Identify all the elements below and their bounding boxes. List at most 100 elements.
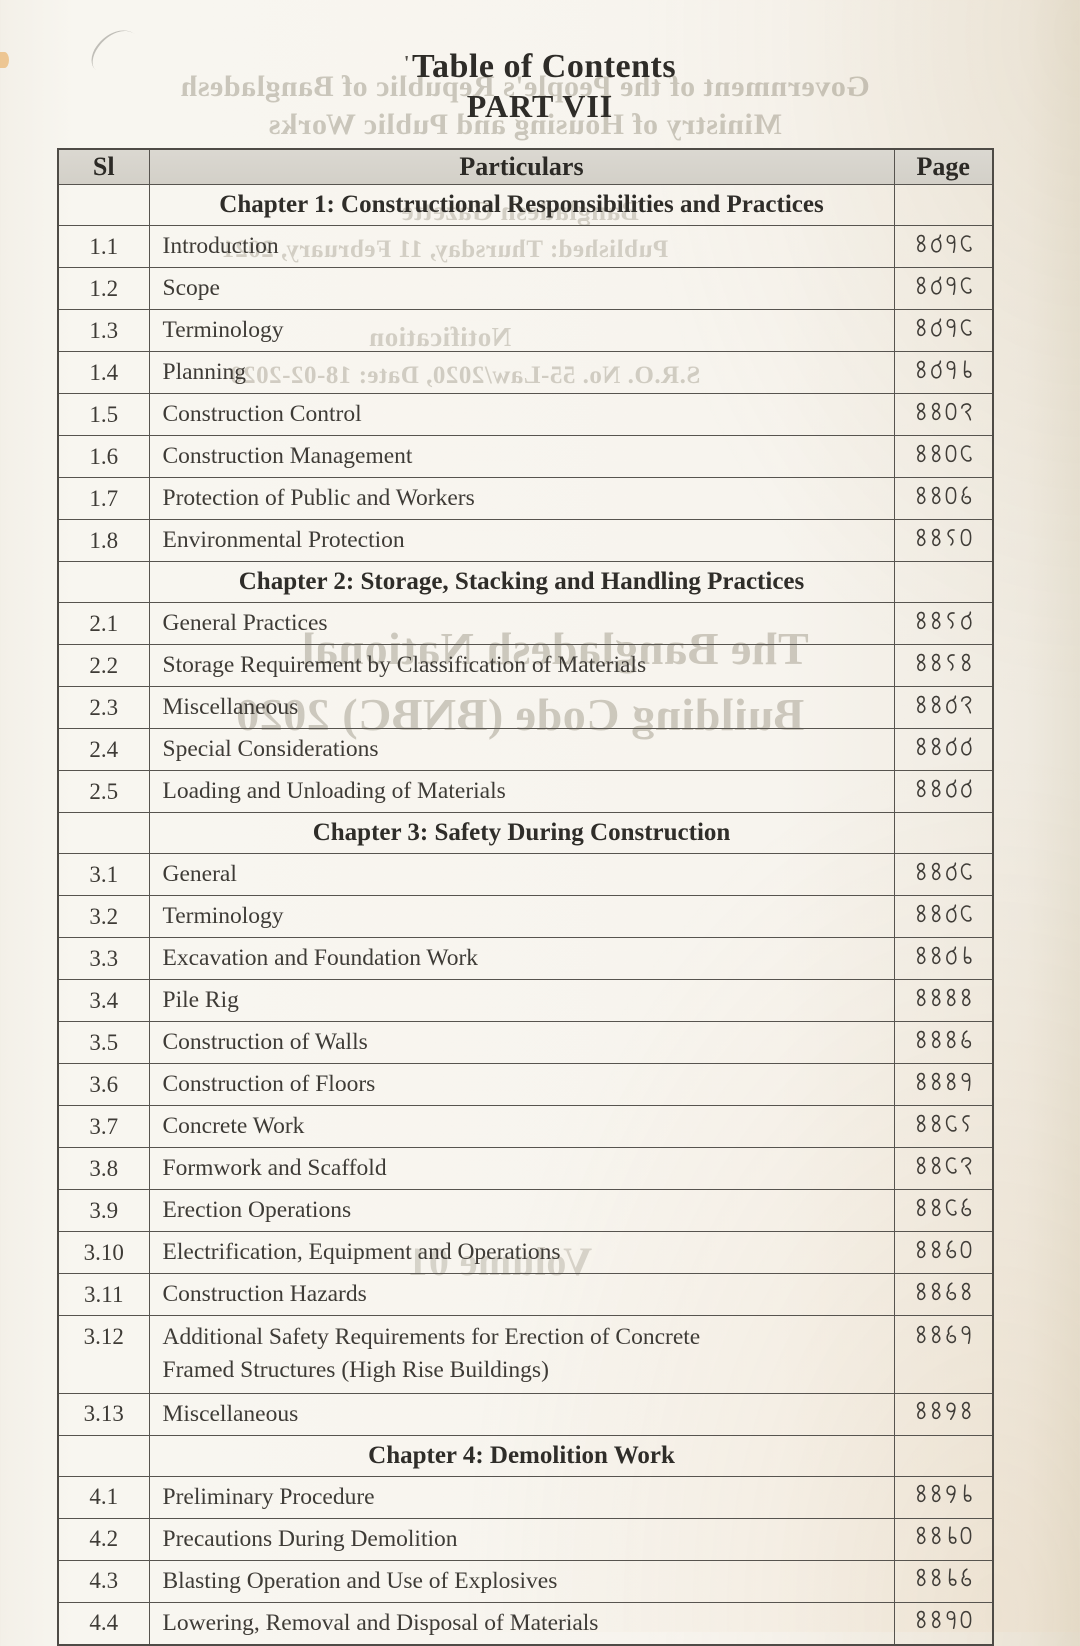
chapter-title-cell: Chapter 3: Safety During Construction <box>148 812 895 854</box>
toc-row: 1.4 Planning <box>57 351 994 394</box>
page-number <box>914 1071 973 1092</box>
page-number <box>914 527 973 548</box>
toc-page-cell <box>893 686 994 729</box>
page-number <box>914 652 973 673</box>
toc-page-cell <box>893 519 994 562</box>
toc-title-cell: General Practices <box>148 602 895 645</box>
toc-page-cell <box>893 1434 994 1477</box>
toc-title-cell: Protection of Public and Workers <box>148 477 895 520</box>
toc-sl-cell: 3.2 <box>57 895 150 938</box>
scan-artifact <box>0 52 9 68</box>
toc-title-cell: General <box>148 853 895 896</box>
page-number <box>914 359 973 380</box>
toc-page-cell <box>893 225 994 268</box>
page-number <box>914 233 973 254</box>
toc-title-cell: Electrification, Equipment and Operation… <box>148 1231 895 1274</box>
toc-page-cell <box>893 895 994 938</box>
page-number <box>914 1029 973 1050</box>
toc-body: Chapter 1: Constructional Responsibiliti… <box>57 184 994 1646</box>
page-header: 'Table of Contents PART VII <box>0 48 1080 125</box>
toc-row: 3.4 Pile Rig <box>57 979 994 1022</box>
page-number <box>914 275 973 296</box>
toc-title-cell: Construction Hazards <box>148 1273 895 1316</box>
page-number <box>914 987 973 1008</box>
toc-page-cell <box>893 770 994 813</box>
toc-page-cell <box>893 393 994 436</box>
toc-page-cell <box>893 1315 994 1394</box>
page-number <box>914 1483 973 1504</box>
toc-row: 2.2 Storage Requirement by Classification… <box>57 644 994 687</box>
toc-page-cell <box>893 1475 994 1519</box>
toc-sl-cell: 1.5 <box>57 393 150 436</box>
toc-row: 4.3 Blasting Operation and Use of Explosi… <box>57 1559 994 1603</box>
toc-page-cell <box>893 435 994 478</box>
toc-title-cell: Blasting Operation and Use of Explosives <box>148 1559 895 1603</box>
chapter-header-row: Chapter 1: Constructional Responsibiliti… <box>57 184 994 226</box>
toc-sl-cell: 3.9 <box>57 1189 150 1232</box>
chapter-title-cell: Chapter 1: Constructional Responsibiliti… <box>148 184 895 226</box>
toc-sl-cell: 1.2 <box>57 267 150 310</box>
toc-row: 1.1 Introduction <box>57 225 994 268</box>
toc-row: 2.5 Loading and Unloading of Materials <box>57 770 994 813</box>
toc-row: 3.13 Miscellaneous <box>57 1392 994 1436</box>
toc-header-row: Sl Particulars Page <box>57 148 994 185</box>
page-number <box>914 1281 973 1302</box>
toc-sl-cell <box>57 561 150 603</box>
toc-row: 2.1 General Practices <box>57 602 994 645</box>
toc-title-cell: Erection Operations <box>148 1189 895 1232</box>
chapter-title-cell: Chapter 2: Storage, Stacking and Handlin… <box>148 561 895 603</box>
toc-sl-cell: 1.1 <box>57 225 150 268</box>
page-number <box>914 485 973 506</box>
toc-table: Sl Particulars Page Chapter 1: Construct… <box>57 148 994 1646</box>
toc-page-cell <box>893 1105 994 1148</box>
toc-title-cell: Construction of Walls <box>148 1021 895 1064</box>
page-number <box>914 443 973 464</box>
toc-page-cell <box>893 602 994 645</box>
toc-sl-cell <box>57 812 150 854</box>
toc-page-cell <box>893 979 994 1022</box>
toc-title-cell: Miscellaneous <box>148 1392 895 1436</box>
page-number <box>914 1324 973 1345</box>
toc-page-cell <box>893 351 994 394</box>
toc-sl-cell: 3.12 <box>57 1315 150 1394</box>
toc-title-cell: Scope <box>148 267 895 310</box>
toc-row: 3.5 Construction of Walls <box>57 1021 994 1064</box>
toc-sl-cell: 3.7 <box>57 1105 150 1148</box>
page-number <box>914 903 973 924</box>
toc-sl-cell: 2.4 <box>57 728 150 771</box>
page-number <box>914 778 973 799</box>
toc-page-cell <box>893 728 994 771</box>
toc-title-cell: Planning <box>148 351 895 394</box>
page-number <box>914 1197 973 1218</box>
toc-sl-cell <box>57 184 150 226</box>
toc-title-cell: Lowering, Removal and Disposal of Materi… <box>148 1601 895 1646</box>
toc-page-cell <box>893 477 994 520</box>
page-title: Table of Contents <box>411 48 677 85</box>
toc-sl-cell: 4.4 <box>57 1601 150 1646</box>
toc-sl-cell: 2.5 <box>57 770 150 813</box>
chapter-header-row: Chapter 2: Storage, Stacking and Handlin… <box>57 561 994 603</box>
part-title: PART VII <box>466 88 614 124</box>
toc-row: 4.2 Precautions During Demolition <box>57 1517 994 1561</box>
page-number <box>914 1113 973 1134</box>
toc-row: 3.7 Concrete Work <box>57 1105 994 1148</box>
toc-sl-cell: 1.4 <box>57 351 150 394</box>
toc-title-cell: Terminology <box>148 895 895 938</box>
toc-title-cell: Precautions During Demolition <box>148 1517 895 1561</box>
toc-title-cell: Construction of Floors <box>148 1063 895 1106</box>
toc-sl-cell: 3.1 <box>57 853 150 896</box>
chapter-header-row: Chapter 4: Demolition Work <box>57 1434 994 1477</box>
toc-page-cell <box>893 1517 994 1561</box>
toc-sl-cell <box>57 1434 150 1477</box>
toc-sl-cell: 1.7 <box>57 477 150 520</box>
toc-page-cell <box>893 1231 994 1274</box>
toc-page-cell <box>893 267 994 310</box>
toc-sl-cell: 3.4 <box>57 979 150 1022</box>
toc-sl-cell: 2.1 <box>57 602 150 645</box>
toc-row: 3.6 Construction of Floors <box>57 1063 994 1106</box>
toc-page-cell <box>893 1147 994 1190</box>
page-number <box>914 1239 973 1260</box>
toc-title-cell: Miscellaneous <box>148 686 895 729</box>
chapter-title-cell: Chapter 4: Demolition Work <box>148 1434 895 1477</box>
